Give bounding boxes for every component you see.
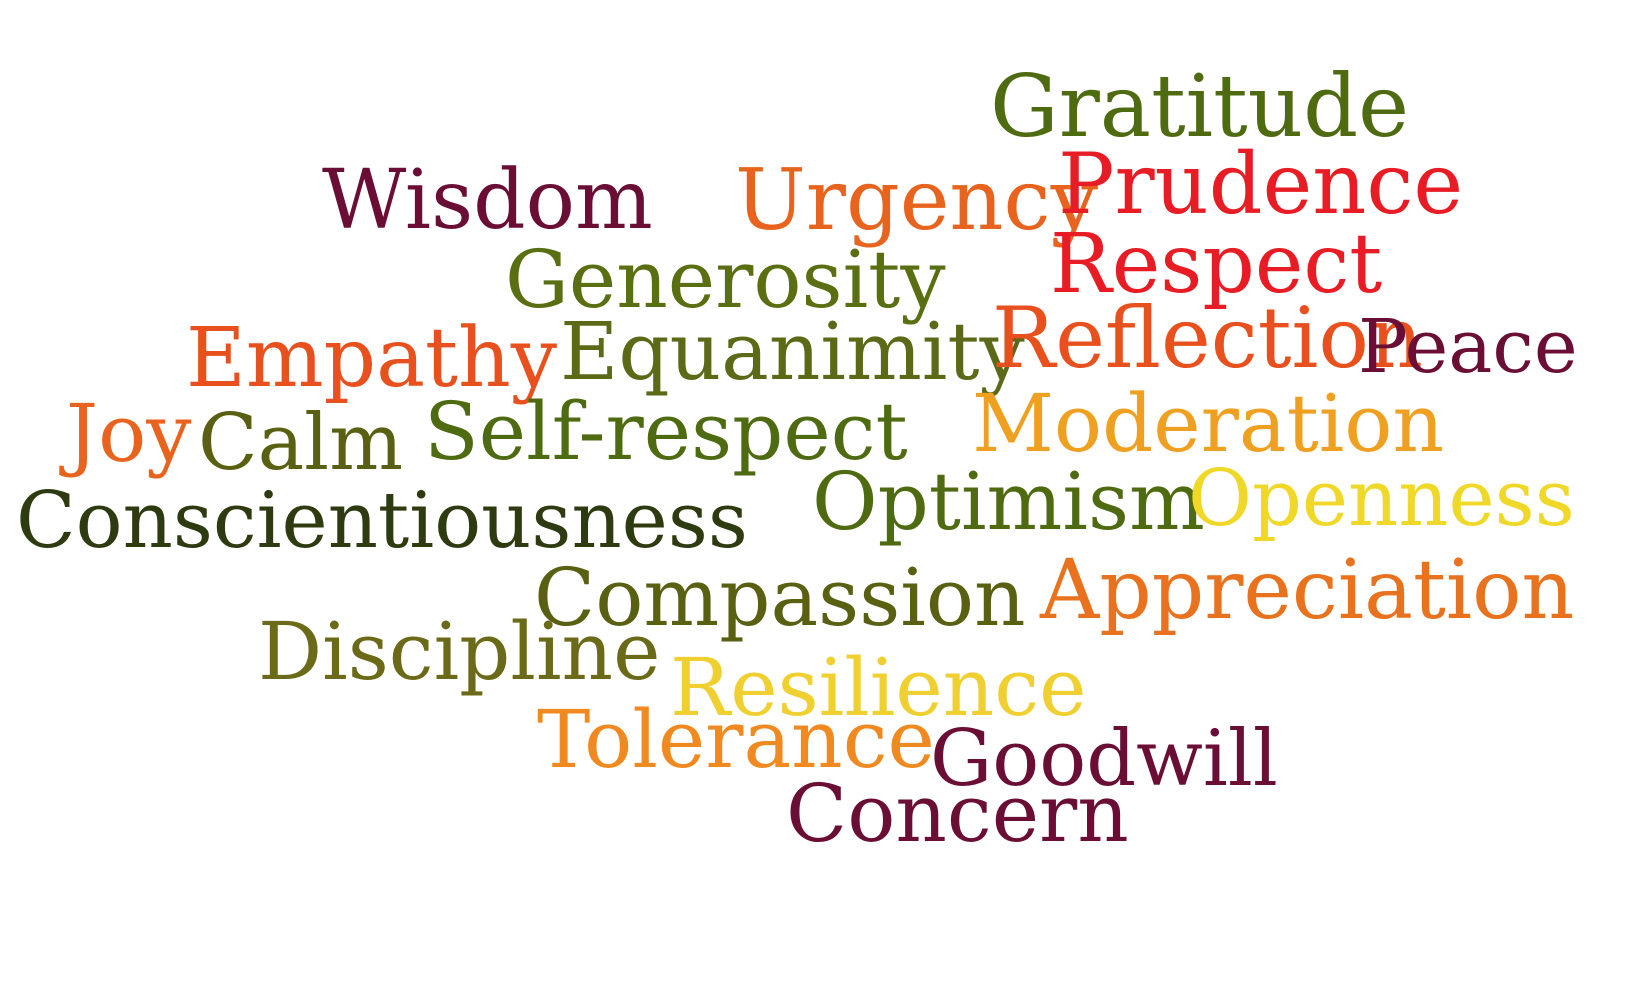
word-generosity: Generosity	[505, 233, 946, 326]
word-urgency: Urgency	[735, 151, 1099, 249]
word-self-respect: Self-respect	[424, 385, 908, 478]
word-equanimity: Equanimity	[560, 305, 1025, 398]
word-appreciation: Appreciation	[1040, 543, 1575, 638]
word-optimism: Optimism	[812, 455, 1205, 548]
word-prudence: Prudence	[1058, 135, 1464, 233]
word-conscientiousness: Conscientiousness	[16, 476, 748, 566]
word-discipline: Discipline	[258, 605, 661, 698]
word-goodwill: Goodwill	[930, 714, 1278, 804]
word-concern: Concern	[786, 767, 1129, 860]
word-joy: Joy	[66, 387, 192, 480]
word-openness: Openness	[1188, 454, 1575, 544]
word-resilience: Resilience	[670, 641, 1087, 734]
word-calm: Calm	[198, 398, 404, 488]
word-wisdom: Wisdom	[322, 153, 653, 248]
word-reflection: Reflection	[992, 289, 1424, 387]
word-moderation: Moderation	[972, 377, 1444, 470]
word-peace: Peace	[1358, 304, 1578, 390]
word-compassion: Compassion	[534, 551, 1026, 644]
word-tolerance: Tolerance	[537, 693, 935, 786]
word-respect: Respect	[1050, 217, 1383, 312]
word-gratitude: Gratitude	[990, 57, 1410, 157]
word-empathy: Empathy	[186, 311, 558, 406]
